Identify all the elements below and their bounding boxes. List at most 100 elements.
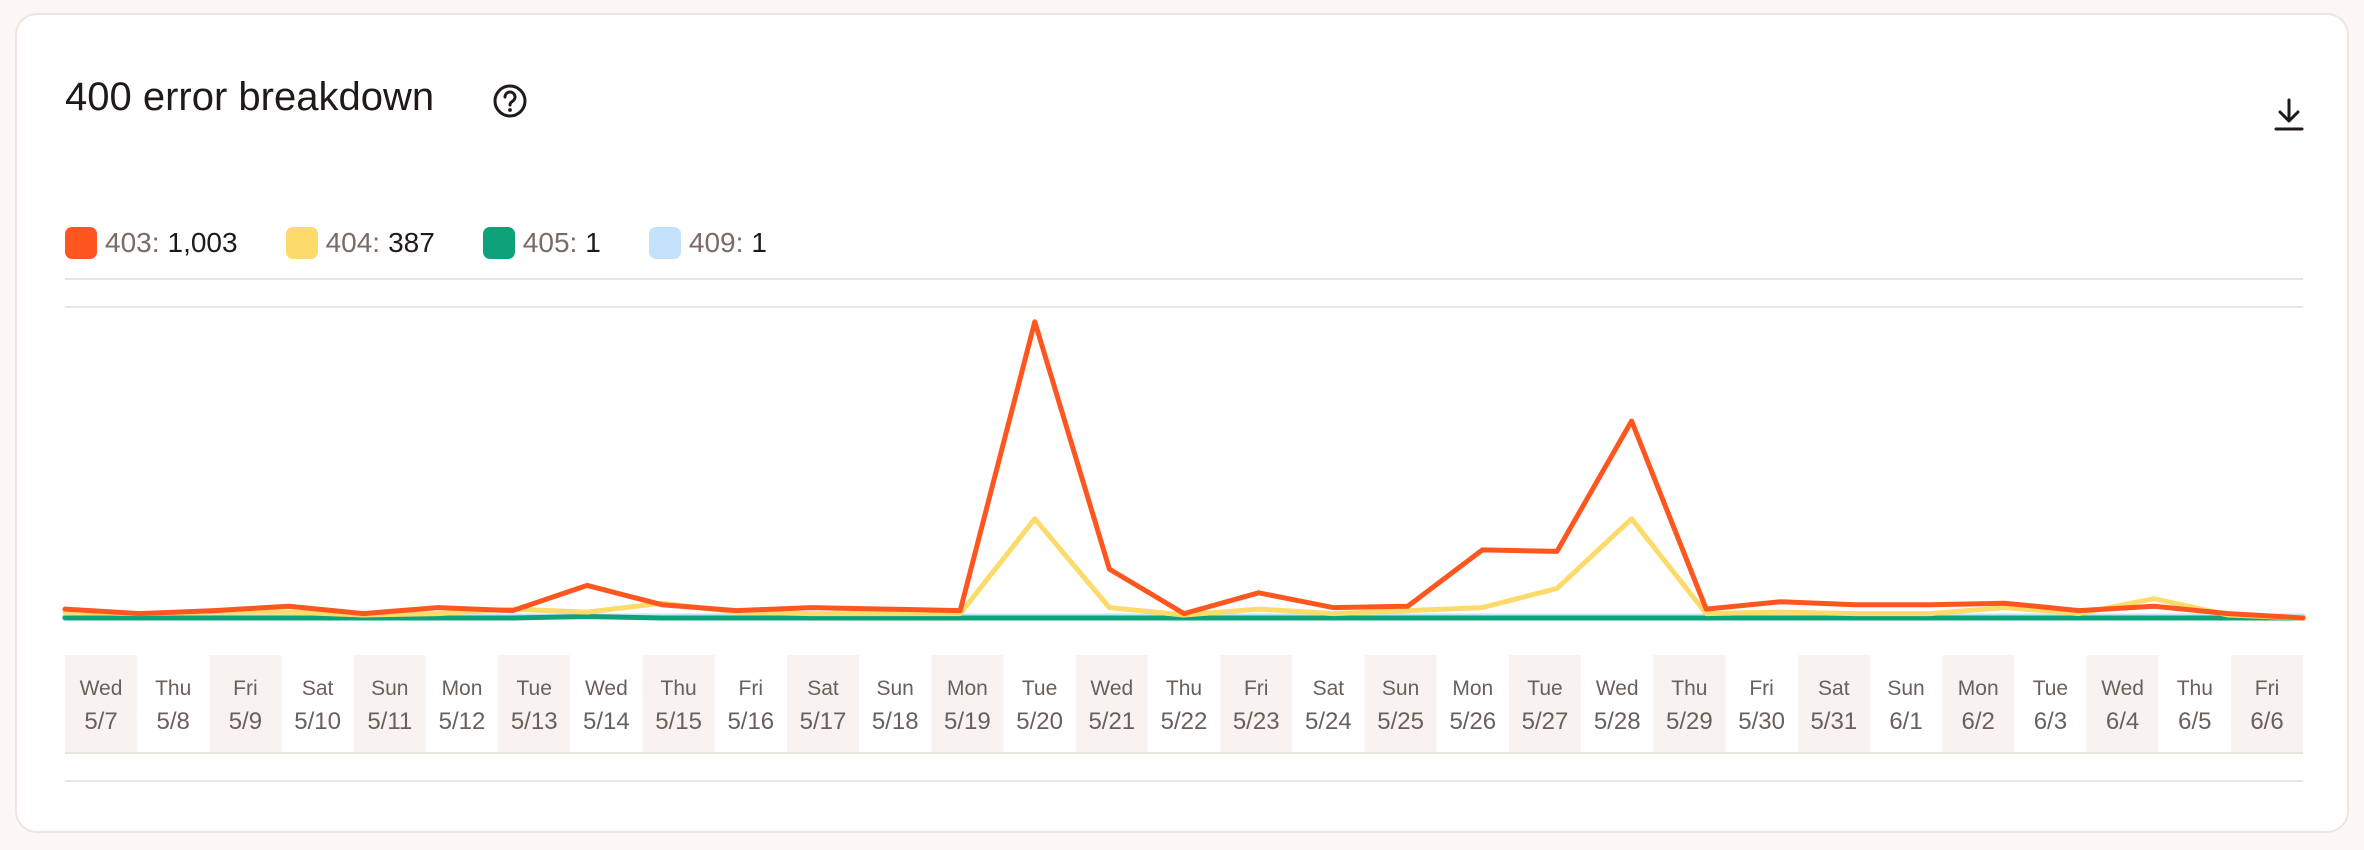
x-tick-day-label: Mon bbox=[1452, 677, 1493, 700]
x-tick-date-label: 5/11 bbox=[367, 708, 412, 735]
x-tick-background bbox=[1220, 655, 1293, 753]
download-icon[interactable] bbox=[2269, 95, 2309, 135]
legend-value: 1 bbox=[751, 227, 767, 258]
x-tick-day-label: Sun bbox=[1887, 677, 1924, 700]
legend-code: 409 bbox=[688, 227, 736, 258]
x-tick-background bbox=[1797, 655, 1870, 753]
legend-value: 387 bbox=[388, 227, 435, 258]
x-tick-date-label: 5/14 bbox=[583, 708, 630, 735]
x-tick-date-label: 5/25 bbox=[1377, 708, 1424, 735]
series-line-405[interactable] bbox=[62, 614, 2306, 621]
legend-item-405[interactable]: 405: 1 bbox=[482, 227, 601, 259]
x-tick-background bbox=[1942, 655, 2015, 753]
x-tick-date-label: 5/20 bbox=[1016, 708, 1063, 735]
x-tick-day-label: Mon bbox=[1958, 677, 1999, 700]
x-tick-date-label: 6/2 bbox=[1962, 708, 1995, 735]
legend-value: 1,003 bbox=[167, 227, 238, 258]
x-tick-date-label: 5/30 bbox=[1738, 708, 1785, 735]
x-tick-date-label: 6/4 bbox=[2106, 708, 2139, 735]
error-breakdown-card: Wed 5/7 Thu 5/8 Fri 5/9 Sat 5/10 Sun 5/11 Mon 5/12 T… bbox=[15, 13, 2349, 833]
x-tick-day-label: Tue bbox=[516, 677, 551, 700]
legend-swatch-403 bbox=[65, 227, 97, 259]
x-tick-date-label: 6/1 bbox=[1889, 708, 1922, 735]
x-tick-day-label: Mon bbox=[442, 677, 483, 700]
x-tick-day-label: Sun bbox=[1382, 677, 1419, 700]
legend-code: 405 bbox=[522, 227, 570, 258]
x-tick-date-label: 5/28 bbox=[1594, 708, 1641, 735]
x-tick-day-label: Tue bbox=[2033, 677, 2068, 700]
x-tick-date-label: 5/18 bbox=[872, 708, 919, 735]
x-tick-day-label: Fri bbox=[1244, 677, 1269, 700]
x-tick-day-label: Fri bbox=[233, 677, 258, 700]
x-tick-day-label: Thu bbox=[661, 677, 697, 700]
x-tick-day-label: Thu bbox=[2177, 677, 2213, 700]
x-tick-date-label: 5/24 bbox=[1305, 708, 1352, 735]
x-tick-background bbox=[1364, 655, 1437, 753]
x-tick-day-label: Sun bbox=[371, 677, 408, 700]
help-circle-icon[interactable] bbox=[490, 81, 530, 121]
x-tick-background bbox=[931, 655, 1004, 753]
x-tick-day-label: Wed bbox=[1090, 677, 1133, 700]
x-tick-background bbox=[787, 655, 859, 753]
x-tick-background bbox=[1653, 655, 1726, 753]
x-tick-date-label: 5/7 bbox=[84, 708, 117, 735]
x-tick-day-label: Sat bbox=[1818, 677, 1850, 700]
x-tick-day-label: Sun bbox=[877, 677, 914, 700]
x-tick-background bbox=[353, 655, 426, 753]
x-tick-background bbox=[642, 655, 715, 753]
legend-code: 404 bbox=[325, 227, 373, 258]
x-tick-day-label: Sat bbox=[1313, 677, 1345, 700]
x-tick-date-label: 5/9 bbox=[229, 708, 262, 735]
x-tick-date-label: 5/21 bbox=[1088, 708, 1135, 735]
x-tick-day-label: Sat bbox=[807, 677, 839, 700]
x-tick-background bbox=[498, 655, 571, 753]
x-tick-date-label: 5/17 bbox=[800, 708, 847, 735]
x-tick-date-label: 5/22 bbox=[1161, 708, 1208, 735]
x-tick-date-label: 5/10 bbox=[294, 708, 341, 735]
x-tick-background bbox=[1509, 655, 1581, 753]
x-tick-date-label: 5/13 bbox=[511, 708, 558, 735]
legend-item-403[interactable]: 403: 1,003 bbox=[65, 227, 238, 259]
x-tick-date-label: 5/23 bbox=[1233, 708, 1280, 735]
x-tick-day-label: Wed bbox=[2101, 677, 2144, 700]
x-tick-day-label: Tue bbox=[1022, 677, 1057, 700]
x-tick-background bbox=[2231, 655, 2303, 753]
x-tick-day-label: Mon bbox=[947, 677, 988, 700]
x-tick-date-label: 5/16 bbox=[727, 708, 774, 735]
x-tick-background bbox=[1075, 655, 1148, 753]
legend-swatch-404 bbox=[285, 227, 318, 259]
error-breakdown-chart: Wed 5/7 Thu 5/8 Fri 5/9 Sat 5/10 Sun 5/11 Mon 5/12 T… bbox=[62, 278, 2306, 782]
x-tick-day-label: Thu bbox=[1671, 677, 1707, 700]
x-tick-day-label: Sat bbox=[302, 677, 334, 700]
series-line-403[interactable] bbox=[62, 319, 2306, 621]
x-tick-day-label: Fri bbox=[2255, 677, 2280, 700]
x-tick-date-label: 5/19 bbox=[944, 708, 991, 735]
legend-code: 403 bbox=[105, 227, 152, 258]
x-tick-day-label: Wed bbox=[1596, 677, 1639, 700]
x-tick-date-label: 5/12 bbox=[439, 708, 486, 735]
x-tick-day-label: Thu bbox=[1166, 677, 1202, 700]
x-tick-date-label: 5/29 bbox=[1666, 708, 1713, 735]
legend-swatch-409 bbox=[648, 227, 681, 259]
legend-swatch-405 bbox=[482, 227, 515, 259]
x-tick-date-label: 5/8 bbox=[157, 708, 190, 735]
x-tick-date-label: 6/5 bbox=[2178, 708, 2211, 735]
legend-item-404[interactable]: 404: 387 bbox=[285, 227, 435, 259]
legend-value: 1 bbox=[585, 227, 601, 258]
chart-legend: 403: 1,003 404: 387 405: 1 409: 1 bbox=[65, 223, 815, 263]
legend-item-409[interactable]: 409: 1 bbox=[648, 227, 767, 259]
x-tick-day-label: Wed bbox=[585, 677, 628, 700]
x-tick-day-label: Fri bbox=[739, 677, 764, 700]
x-tick-date-label: 5/26 bbox=[1449, 708, 1496, 735]
x-tick-date-label: 6/6 bbox=[2250, 708, 2283, 735]
x-tick-background bbox=[209, 655, 282, 753]
chart-title: 400 error breakdown bbox=[65, 75, 435, 119]
x-tick-day-label: Fri bbox=[1749, 677, 1774, 700]
x-tick-day-label: Thu bbox=[155, 677, 191, 700]
x-tick-date-label: 5/15 bbox=[655, 708, 702, 735]
x-tick-date-label: 5/31 bbox=[1810, 708, 1857, 735]
x-tick-date-label: 6/3 bbox=[2034, 708, 2067, 735]
x-tick-background bbox=[2086, 655, 2159, 753]
x-tick-day-label: Tue bbox=[1527, 677, 1562, 700]
x-tick-background bbox=[65, 655, 137, 753]
